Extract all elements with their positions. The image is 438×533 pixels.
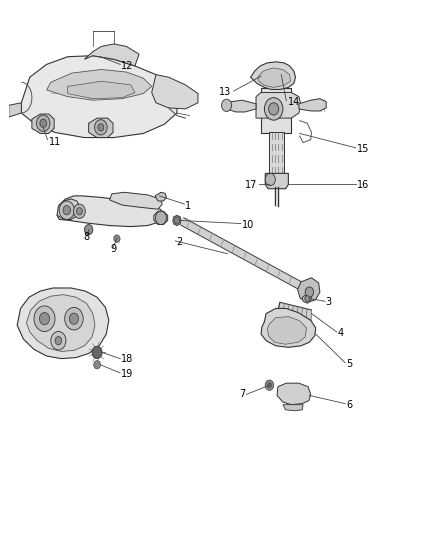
Text: 19: 19 <box>121 369 133 379</box>
Text: 1: 1 <box>185 201 191 211</box>
Polygon shape <box>173 215 181 225</box>
Text: 5: 5 <box>346 359 352 369</box>
Polygon shape <box>277 383 311 405</box>
Circle shape <box>51 332 66 350</box>
Text: 13: 13 <box>219 86 231 96</box>
Circle shape <box>63 206 71 215</box>
Polygon shape <box>110 192 162 209</box>
Polygon shape <box>298 278 320 302</box>
Circle shape <box>305 287 314 297</box>
Text: 6: 6 <box>346 400 352 410</box>
Circle shape <box>36 115 50 132</box>
Circle shape <box>222 99 232 111</box>
Text: 8: 8 <box>84 232 90 243</box>
Polygon shape <box>9 103 21 117</box>
Polygon shape <box>17 288 109 359</box>
Circle shape <box>55 337 62 345</box>
Circle shape <box>77 208 82 215</box>
Polygon shape <box>275 302 311 328</box>
Polygon shape <box>302 295 311 303</box>
Polygon shape <box>154 211 168 224</box>
Circle shape <box>174 217 180 224</box>
Polygon shape <box>57 196 163 227</box>
Polygon shape <box>21 55 177 138</box>
Text: 14: 14 <box>287 96 300 107</box>
Text: 15: 15 <box>357 144 369 154</box>
Polygon shape <box>261 88 291 133</box>
Polygon shape <box>256 93 301 118</box>
Circle shape <box>34 306 55 332</box>
Circle shape <box>39 312 49 325</box>
Circle shape <box>65 308 83 330</box>
Polygon shape <box>251 62 296 90</box>
Polygon shape <box>261 309 316 348</box>
Polygon shape <box>152 75 198 109</box>
Polygon shape <box>88 118 113 138</box>
Circle shape <box>155 211 166 224</box>
Polygon shape <box>283 405 303 411</box>
Polygon shape <box>46 69 152 100</box>
Text: 7: 7 <box>239 390 245 399</box>
Polygon shape <box>299 99 326 111</box>
Polygon shape <box>155 192 166 201</box>
Polygon shape <box>226 100 256 112</box>
Text: 12: 12 <box>121 61 134 71</box>
Polygon shape <box>267 317 307 344</box>
Text: 10: 10 <box>242 220 254 230</box>
Circle shape <box>59 201 74 220</box>
Text: 4: 4 <box>338 328 344 338</box>
Circle shape <box>265 173 276 185</box>
Text: 2: 2 <box>176 237 182 247</box>
Circle shape <box>85 224 93 235</box>
Polygon shape <box>268 132 284 174</box>
Circle shape <box>265 98 283 120</box>
Circle shape <box>305 296 310 302</box>
Polygon shape <box>114 235 120 243</box>
Circle shape <box>69 313 78 324</box>
Text: 18: 18 <box>121 354 133 364</box>
Text: 11: 11 <box>49 137 61 147</box>
Text: 17: 17 <box>245 180 258 190</box>
Text: 3: 3 <box>326 297 332 308</box>
Polygon shape <box>85 44 139 66</box>
Circle shape <box>268 103 279 115</box>
Polygon shape <box>181 218 309 293</box>
Circle shape <box>95 119 107 135</box>
Polygon shape <box>32 114 54 133</box>
Circle shape <box>94 361 100 369</box>
Polygon shape <box>57 199 80 220</box>
Circle shape <box>265 380 274 390</box>
Text: 9: 9 <box>110 244 117 254</box>
Circle shape <box>98 124 104 131</box>
Polygon shape <box>265 173 288 189</box>
Polygon shape <box>258 68 290 87</box>
Text: 16: 16 <box>357 180 369 190</box>
Circle shape <box>40 119 46 127</box>
Circle shape <box>74 204 85 219</box>
Polygon shape <box>26 295 95 351</box>
Circle shape <box>267 383 272 388</box>
Circle shape <box>92 346 102 359</box>
Polygon shape <box>67 81 135 99</box>
